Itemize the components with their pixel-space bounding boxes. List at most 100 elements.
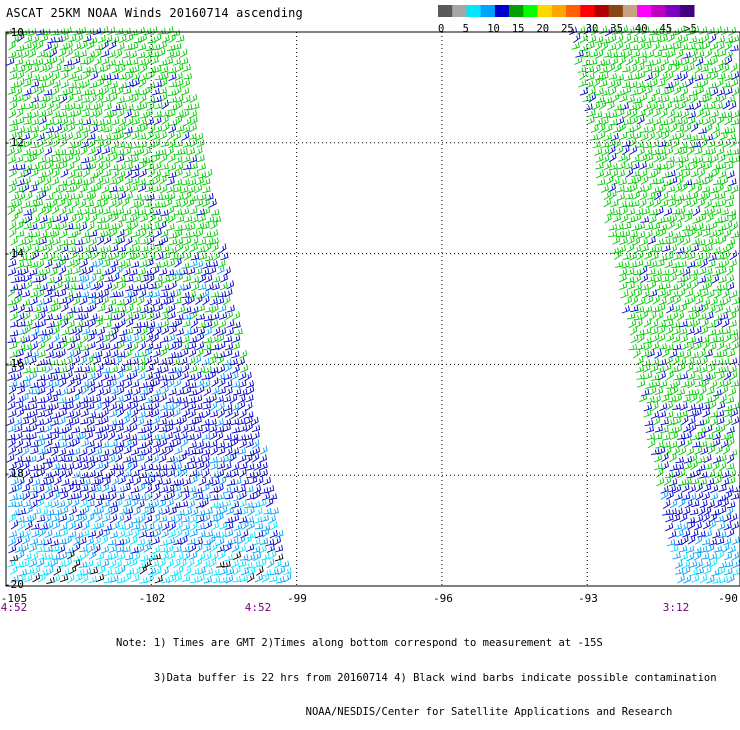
wind-barb — [715, 102, 723, 109]
wind-barb — [721, 176, 728, 185]
wind-barb — [619, 274, 626, 282]
wind-barb — [727, 95, 735, 102]
wind-barb — [195, 425, 203, 432]
wind-barb — [37, 485, 44, 493]
wind-barb — [115, 49, 122, 58]
wind-barb — [46, 119, 54, 126]
wind-barb — [601, 72, 608, 81]
wind-barb — [241, 478, 249, 485]
wind-barb — [270, 521, 277, 530]
wind-barb — [722, 470, 730, 478]
wind-barb — [155, 523, 162, 531]
wind-barb — [733, 560, 740, 568]
wind-barb — [93, 28, 101, 35]
wind-barb — [38, 156, 46, 163]
wind-barb — [59, 297, 67, 304]
wind-barb — [666, 334, 674, 342]
wind-barb — [37, 299, 45, 306]
wind-barb — [61, 71, 68, 80]
wind-barb — [723, 149, 731, 156]
wind-barb — [210, 229, 217, 237]
wind-barb — [16, 439, 23, 448]
wind-barb — [86, 28, 94, 34]
wind-barb — [642, 26, 650, 34]
wind-barb — [67, 178, 75, 186]
wind-barb — [591, 26, 598, 35]
wind-barb — [609, 224, 617, 231]
wind-barb — [130, 358, 138, 364]
wind-barb — [134, 476, 141, 485]
wind-barb — [30, 491, 38, 499]
wind-barb — [89, 313, 97, 320]
wind-barb — [230, 394, 237, 403]
wind-barb — [709, 34, 716, 44]
wind-barb — [694, 326, 701, 335]
wind-barb — [154, 366, 162, 373]
wind-barb — [37, 546, 45, 552]
wind-barb — [231, 372, 238, 380]
wind-barb — [25, 191, 32, 200]
wind-barb — [15, 155, 23, 162]
wind-barb — [637, 380, 645, 388]
wind-barb — [181, 208, 189, 215]
wind-barb — [246, 544, 254, 552]
wind-barb — [30, 538, 38, 545]
wind-barb — [595, 36, 603, 43]
wind-barb — [676, 131, 683, 139]
wind-barb — [111, 118, 119, 125]
wind-barb — [109, 402, 116, 410]
wind-barb — [130, 201, 138, 208]
wind-barb — [73, 228, 80, 237]
wind-barb — [187, 558, 194, 567]
wind-barb — [182, 380, 189, 388]
wind-barb — [226, 328, 234, 336]
wind-barb — [17, 408, 24, 417]
wind-barb — [682, 224, 690, 230]
wind-barb — [137, 52, 145, 59]
wind-barb — [152, 483, 159, 492]
wind-barb — [619, 132, 627, 140]
wind-barb — [111, 323, 119, 329]
wind-barb — [181, 516, 189, 522]
wind-barb — [80, 58, 88, 64]
wind-barb — [731, 221, 738, 231]
wind-barb — [210, 486, 218, 492]
wind-barb — [103, 380, 111, 387]
wind-barb — [191, 276, 199, 283]
wind-barb — [29, 513, 36, 523]
wind-barb — [37, 289, 44, 298]
wind-barb — [622, 140, 630, 147]
wind-barb — [102, 146, 110, 154]
wind-barb — [671, 311, 678, 320]
wind-barb — [103, 514, 111, 522]
wind-barb — [198, 283, 206, 289]
wind-barb — [707, 27, 715, 34]
wind-barb — [238, 454, 246, 462]
wind-barb — [90, 172, 98, 178]
wind-barb — [182, 179, 190, 185]
wind-barb — [125, 521, 132, 530]
wind-barb — [167, 259, 174, 267]
wind-barb — [725, 221, 732, 230]
wind-barb — [642, 290, 649, 298]
wind-barb — [88, 470, 96, 477]
wind-barb — [38, 206, 45, 215]
wind-barb — [677, 574, 684, 583]
wind-barb — [711, 87, 718, 96]
wind-barb — [210, 457, 218, 464]
wind-barb — [252, 431, 259, 439]
wind-barb — [201, 373, 209, 379]
wind-barb — [144, 298, 151, 307]
wind-barb — [145, 484, 152, 493]
wind-barb — [654, 198, 661, 207]
wind-barb — [202, 433, 210, 440]
wind-barb — [693, 207, 700, 216]
wind-barb — [631, 155, 639, 162]
wind-barb — [82, 110, 90, 117]
wind-barb — [83, 35, 91, 42]
wind-barb — [151, 434, 159, 440]
wind-barb — [110, 531, 118, 538]
wind-barb — [632, 162, 640, 170]
wind-barb — [176, 110, 184, 117]
wind-barb — [695, 147, 703, 155]
